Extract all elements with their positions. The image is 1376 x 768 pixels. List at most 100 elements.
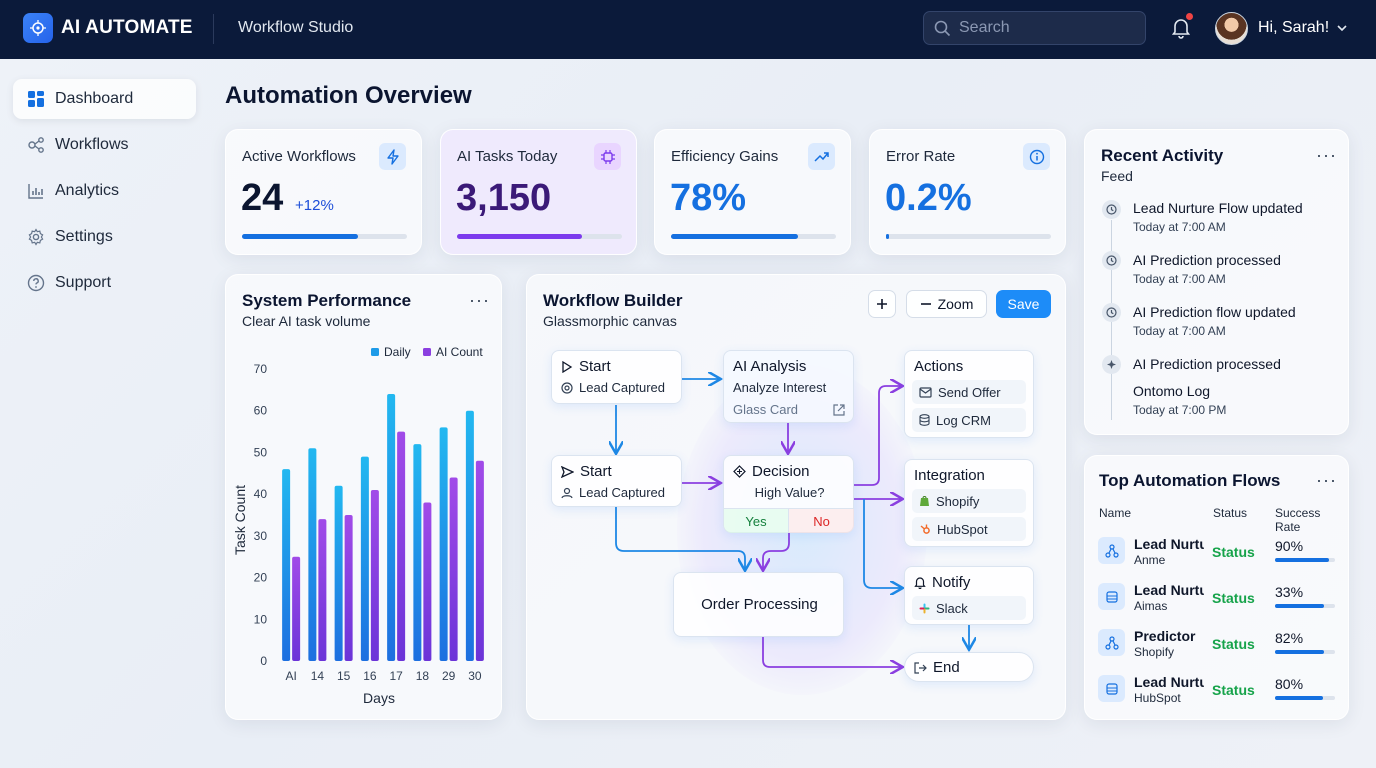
zoom-label: Zoom <box>937 296 974 312</box>
bell-icon[interactable] <box>1169 16 1193 40</box>
pill-label: Slack <box>936 600 968 616</box>
bolt-icon <box>379 143 406 170</box>
integration-shopify[interactable]: Shopify <box>912 489 1026 513</box>
success-rate-fill <box>1275 696 1323 700</box>
kpi-card-efficiency[interactable]: Efficiency Gains 78% <box>654 129 851 255</box>
bar-ai-count <box>318 519 327 661</box>
search-input[interactable] <box>959 19 1129 37</box>
end-node[interactable]: End <box>904 652 1034 682</box>
flow-source: Anme <box>1134 553 1166 567</box>
y-tick-label: 40 <box>254 487 268 501</box>
legend-swatch-daily <box>371 348 379 356</box>
start-node-1[interactable]: Start Lead Captured <box>551 350 682 404</box>
search-box[interactable] <box>923 11 1146 45</box>
kpi-label: Error Rate <box>886 148 956 165</box>
bar-daily <box>413 444 422 661</box>
sidebar-item-label: Support <box>55 274 112 291</box>
kpi-progress-fill <box>886 234 890 239</box>
decision-yes[interactable]: Yes <box>724 508 789 533</box>
user-icon <box>561 487 573 498</box>
column-header[interactable]: Success Rate <box>1275 506 1321 534</box>
start-node-2[interactable]: Start Lead Captured <box>551 455 682 507</box>
notify-node[interactable]: Notify Slack <box>904 566 1034 625</box>
brand-name: AI AUTOMATE <box>61 17 193 38</box>
database-icon <box>1098 583 1125 610</box>
activity-title[interactable]: Lead Nurture Flow updated <box>1133 200 1303 216</box>
actions-node[interactable]: Actions Send Offer Log CRM <box>904 350 1034 438</box>
y-tick-label: 10 <box>254 612 268 626</box>
column-header[interactable]: Status <box>1213 506 1248 520</box>
success-rate: 80% <box>1275 676 1304 692</box>
activity-time: Today at 7:00 AM <box>1133 324 1226 338</box>
status-badge: Status <box>1212 682 1255 698</box>
more-options-icon[interactable]: ··· <box>1316 470 1337 490</box>
sidebar-item-support[interactable]: Support <box>13 263 196 303</box>
sidebar-item-workflows[interactable]: Workflows <box>13 125 196 165</box>
workflow-connectors <box>527 275 1067 721</box>
success-rate-fill <box>1275 604 1325 608</box>
bar-daily <box>387 394 396 661</box>
notify-slack[interactable]: Slack <box>912 596 1026 620</box>
bar-ai-count <box>423 502 432 661</box>
pill-label: HubSpot <box>937 521 988 537</box>
sidebar-item-analytics[interactable]: Analytics <box>13 171 196 211</box>
notification-badge <box>1186 13 1193 20</box>
y-tick-label: 60 <box>254 404 268 418</box>
y-tick-label: 50 <box>254 445 268 459</box>
more-options-icon[interactable]: ··· <box>1316 145 1337 165</box>
column-header[interactable]: Name <box>1099 506 1132 520</box>
decision-node[interactable]: Decision High Value? Yes No <box>723 455 854 533</box>
zoom-button[interactable]: Zoom <box>906 290 987 318</box>
external-link-icon[interactable] <box>833 404 845 416</box>
activity-title[interactable]: AI Prediction processed <box>1133 356 1281 372</box>
activity-title[interactable]: AI Prediction processed <box>1133 252 1281 268</box>
decision-no[interactable]: No <box>789 508 854 533</box>
node-title: Integration <box>914 467 985 484</box>
success-rate-bar <box>1275 558 1335 562</box>
workflow-builder-card: Workflow Builder Glassmorphic canvas Zoo… <box>526 274 1066 720</box>
success-rate-bar <box>1275 696 1335 700</box>
info-icon <box>1023 143 1050 170</box>
success-rate: 33% <box>1275 584 1304 600</box>
bar-daily <box>360 456 369 661</box>
save-button[interactable]: Save <box>996 290 1051 318</box>
action-send-offer[interactable]: Send Offer <box>912 380 1026 404</box>
hubspot-icon <box>920 524 930 534</box>
sidebar-item-label: Settings <box>55 228 113 245</box>
more-options-icon[interactable]: ··· <box>469 290 490 310</box>
mail-icon <box>919 386 932 398</box>
integration-node[interactable]: Integration Shopify HubSpot <box>904 459 1034 547</box>
order-processing-node[interactable]: Order Processing <box>673 572 844 637</box>
ai-sparkle-icon <box>1102 355 1121 374</box>
top-bar: AI AUTOMATE Workflow Studio Hi, Sarah! <box>0 0 1376 59</box>
bar-ai-count <box>370 489 379 661</box>
brain-logo-icon <box>23 13 53 43</box>
system-performance-card: System Performance Clear AI task volume … <box>225 274 502 720</box>
activity-title[interactable]: Ontomo Log <box>1133 383 1211 399</box>
sidebar-item-settings[interactable]: Settings <box>13 217 196 257</box>
add-node-button[interactable] <box>868 290 896 318</box>
sidebar-item-dashboard[interactable]: Dashboard <box>13 79 196 119</box>
search-icon <box>934 20 951 36</box>
kpi-progress-bar <box>242 234 407 239</box>
user-greeting[interactable]: Hi, Sarah! <box>1258 19 1330 36</box>
trend-up-icon <box>808 143 835 170</box>
flow-name: Lead Nurture <box>1134 582 1204 598</box>
kpi-progress-bar <box>671 234 836 239</box>
kpi-card-ai-tasks[interactable]: AI Tasks Today 3,150 <box>440 129 637 255</box>
kpi-card-error-rate[interactable]: Error Rate 0.2% <box>869 129 1066 255</box>
gear-icon <box>28 228 44 246</box>
activity-title[interactable]: AI Prediction flow updated <box>1133 304 1296 320</box>
clock-icon <box>1102 200 1121 219</box>
action-log-crm[interactable]: Log CRM <box>912 408 1026 432</box>
ai-analysis-node[interactable]: AI Analysis Analyze Interest Glass Card <box>723 350 854 423</box>
kpi-card-active-workflows[interactable]: Active Workflows 24 +12% <box>225 129 422 255</box>
integration-hubspot[interactable]: HubSpot <box>912 517 1026 541</box>
chevron-down-icon[interactable] <box>1335 21 1349 35</box>
avatar[interactable] <box>1215 12 1248 45</box>
card-title: System Performance <box>242 291 412 310</box>
x-tick-label: AI <box>285 669 296 683</box>
help-icon <box>27 274 45 292</box>
bar-daily <box>465 410 474 661</box>
node-title: Order Processing <box>701 596 818 613</box>
